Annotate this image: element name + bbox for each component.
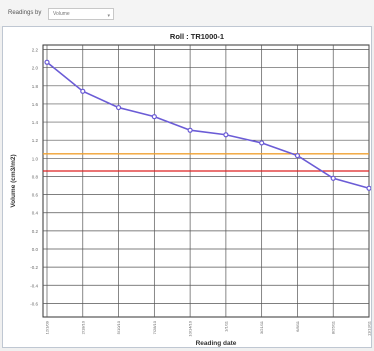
reading-type-select[interactable]: Volume ▾	[48, 8, 114, 20]
y-tick-label: 0.6	[32, 193, 39, 198]
chart-toolbar: Readings by Volume ▾	[0, 0, 374, 26]
data-point	[187, 127, 193, 133]
y-tick-label: 0.4	[32, 211, 39, 216]
chart-title: Roll : TR1000-1	[170, 32, 224, 41]
x-tick-label: 2/18/10	[80, 320, 85, 334]
data-point	[80, 88, 86, 94]
y-tick-label: 1.4	[32, 120, 39, 125]
x-tick-label: 8/26/11	[331, 320, 336, 334]
data-point	[44, 59, 50, 65]
y-tick-label: 1.0	[32, 156, 39, 161]
volume-chart: Roll : TR1000-1 2.2 2.0 1.8 1.6 1.4 1.2 1.0 0.8 0…	[10, 32, 372, 347]
x-tick-label: 12/1/09	[45, 320, 50, 334]
y-axis-label: Volume (cm3/m2)	[10, 154, 17, 207]
x-tick-label: 3/21/11	[259, 320, 264, 334]
chart-panel: Roll : TR1000-1 2.2 2.0 1.8 1.6 1.4 1.2 1.0 0.8 0…	[2, 26, 372, 348]
reading-type-value: Volume	[53, 11, 70, 17]
data-point	[259, 140, 265, 146]
y-tick-label: 0.2	[32, 229, 39, 234]
x-tick-label: 10/14/10	[188, 320, 193, 336]
y-tick-label: 0.8	[32, 174, 39, 179]
y-tick-label: 1.2	[32, 138, 39, 143]
y-tick-label: 0.0	[32, 247, 39, 252]
x-tick-label: 1/1/11	[223, 320, 228, 332]
y-tick-label: 2.0	[32, 66, 39, 71]
data-point	[366, 185, 371, 191]
y-tick-label: -0.4	[30, 283, 38, 288]
x-tick-label: 11/13/11	[367, 320, 372, 336]
plot-area	[42, 44, 370, 318]
x-tick-label: 6/8/11	[295, 320, 300, 332]
data-point	[151, 114, 157, 120]
readings-by-label: Readings by	[8, 10, 42, 16]
x-axis-label: Reading date	[196, 340, 237, 347]
series-line	[46, 61, 370, 190]
x-tick-label: 5/10/10	[116, 320, 121, 334]
y-tick-label: 2.2	[32, 48, 39, 53]
data-point	[223, 132, 229, 138]
y-tick-label: -0.6	[30, 301, 38, 306]
y-tick-label: 1.8	[32, 84, 39, 89]
y-tick-label: -0.2	[30, 265, 38, 270]
chevron-down-icon: ▾	[107, 13, 110, 19]
data-point	[330, 175, 336, 181]
data-point	[294, 153, 301, 159]
data-point	[115, 104, 122, 111]
y-tick-label: 1.6	[32, 102, 39, 107]
x-tick-label: 7/28/10	[152, 320, 157, 334]
